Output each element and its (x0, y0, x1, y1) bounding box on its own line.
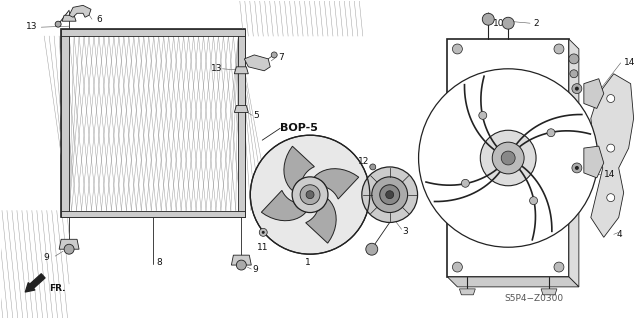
Circle shape (366, 243, 378, 255)
Polygon shape (584, 79, 604, 108)
Circle shape (572, 163, 582, 173)
Circle shape (386, 191, 394, 199)
Circle shape (607, 144, 614, 152)
Polygon shape (232, 255, 252, 265)
Circle shape (575, 166, 579, 170)
Circle shape (262, 231, 265, 234)
Polygon shape (541, 289, 557, 295)
Polygon shape (314, 169, 359, 199)
Circle shape (64, 244, 74, 254)
Text: 3: 3 (403, 227, 408, 236)
Circle shape (480, 130, 536, 186)
FancyArrowPatch shape (26, 274, 45, 292)
Circle shape (380, 185, 399, 204)
Polygon shape (61, 211, 245, 218)
Polygon shape (569, 39, 579, 287)
Circle shape (572, 84, 582, 93)
Circle shape (292, 177, 328, 212)
Text: 10: 10 (493, 19, 505, 28)
Polygon shape (234, 67, 248, 74)
Text: 14: 14 (623, 58, 635, 67)
Text: 8: 8 (157, 258, 163, 267)
Circle shape (554, 44, 564, 54)
Circle shape (492, 142, 524, 174)
Text: 14: 14 (604, 170, 615, 179)
Polygon shape (584, 146, 604, 178)
Polygon shape (69, 5, 91, 17)
Bar (447, 39, 569, 277)
Polygon shape (284, 146, 314, 191)
Circle shape (569, 54, 579, 64)
Polygon shape (591, 74, 634, 237)
Text: 5: 5 (81, 30, 87, 39)
Circle shape (306, 191, 314, 199)
Polygon shape (238, 29, 245, 218)
Polygon shape (59, 239, 79, 249)
Text: BOP-5: BOP-5 (280, 123, 318, 133)
Circle shape (372, 177, 408, 212)
Circle shape (236, 260, 246, 270)
Text: 12: 12 (358, 158, 369, 167)
Polygon shape (447, 277, 579, 287)
Polygon shape (244, 55, 270, 71)
Polygon shape (261, 190, 306, 221)
Polygon shape (62, 15, 76, 21)
Circle shape (554, 262, 564, 272)
Text: 7: 7 (278, 53, 284, 63)
Text: S5P4−Z0300: S5P4−Z0300 (504, 294, 563, 303)
Text: 13: 13 (26, 22, 38, 31)
Circle shape (607, 94, 614, 102)
Text: 13: 13 (211, 64, 222, 73)
Polygon shape (234, 106, 248, 112)
Text: 9: 9 (44, 253, 49, 262)
Circle shape (502, 17, 514, 29)
Circle shape (452, 44, 462, 54)
Polygon shape (61, 29, 69, 218)
Text: FR.: FR. (49, 284, 66, 293)
Circle shape (362, 167, 417, 222)
Polygon shape (61, 29, 245, 218)
Text: 5: 5 (253, 111, 259, 120)
Circle shape (300, 185, 320, 204)
Circle shape (259, 228, 268, 236)
Circle shape (461, 179, 469, 187)
Text: 2: 2 (533, 19, 539, 28)
Circle shape (575, 87, 579, 91)
Circle shape (250, 135, 370, 254)
Circle shape (570, 70, 578, 78)
Polygon shape (61, 29, 245, 36)
Circle shape (529, 197, 538, 204)
Circle shape (479, 111, 487, 119)
Circle shape (483, 13, 494, 25)
Text: 9: 9 (252, 264, 258, 273)
Polygon shape (460, 289, 476, 295)
Text: 6: 6 (96, 15, 102, 24)
Text: 11: 11 (257, 243, 269, 252)
Circle shape (607, 194, 614, 202)
Text: 1: 1 (305, 258, 311, 267)
Circle shape (547, 129, 555, 137)
Circle shape (452, 262, 462, 272)
Circle shape (419, 69, 598, 247)
Circle shape (55, 21, 61, 27)
Circle shape (271, 52, 277, 58)
Circle shape (501, 151, 515, 165)
Circle shape (370, 164, 376, 170)
Polygon shape (306, 199, 336, 243)
Text: 4: 4 (617, 230, 622, 239)
